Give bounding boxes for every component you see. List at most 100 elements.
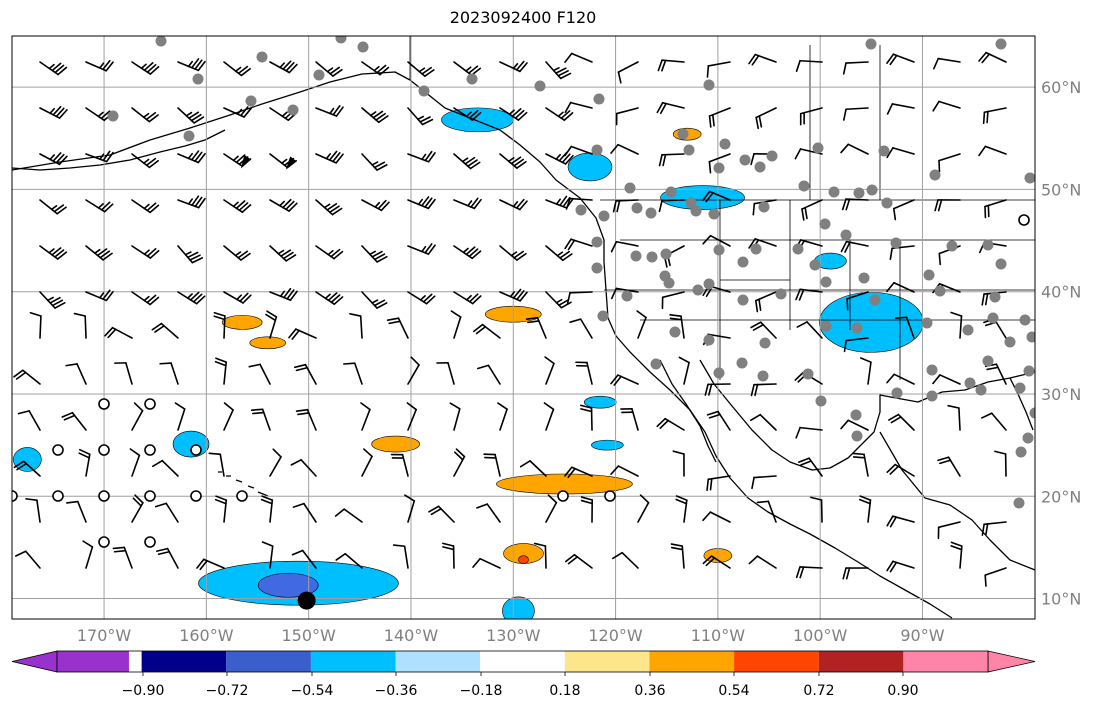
calm-circle bbox=[190, 444, 202, 456]
wind-barb bbox=[361, 448, 373, 477]
wind-barb bbox=[750, 383, 777, 397]
wind-barb bbox=[442, 542, 455, 569]
calm-circle bbox=[98, 536, 110, 548]
wind-barb bbox=[795, 59, 823, 72]
wind-barb bbox=[748, 53, 777, 66]
wind-barb bbox=[66, 500, 87, 523]
wind-barb bbox=[499, 153, 527, 169]
observation-dot bbox=[575, 204, 587, 216]
observation-dot bbox=[287, 104, 299, 116]
wind-barb bbox=[407, 291, 436, 305]
wind-barb bbox=[453, 107, 482, 121]
wind-barb bbox=[406, 402, 417, 431]
wind-barb bbox=[39, 105, 68, 119]
wind-barb bbox=[795, 426, 823, 439]
wind-barb bbox=[938, 153, 961, 173]
observation-dot bbox=[713, 244, 725, 256]
wind-barb bbox=[994, 450, 1007, 477]
contour-fill-region bbox=[371, 435, 420, 453]
observation-dot bbox=[815, 395, 827, 407]
wind-barb bbox=[937, 456, 961, 477]
wind-barb bbox=[261, 541, 274, 569]
wind-barb bbox=[223, 245, 251, 261]
colorbar-label: −0.90 bbox=[122, 683, 165, 699]
wind-barb bbox=[13, 369, 41, 385]
wind-barb bbox=[177, 58, 206, 72]
florida-coast bbox=[1009, 377, 1034, 431]
colorbar-label: 0.72 bbox=[803, 683, 834, 699]
observation-dot bbox=[869, 294, 881, 306]
wind-barb bbox=[842, 61, 869, 75]
colorbar-segment bbox=[310, 651, 396, 672]
wind-barb bbox=[223, 402, 234, 431]
wind-barb bbox=[886, 103, 915, 115]
observation-dot bbox=[926, 390, 938, 402]
observation-dot bbox=[591, 262, 603, 274]
map-markers bbox=[297, 591, 316, 610]
calm-circle bbox=[98, 398, 110, 410]
wind-barb bbox=[580, 404, 593, 431]
wind-barb bbox=[612, 199, 639, 213]
wind-barb bbox=[223, 291, 252, 304]
calm-wind-circles bbox=[12, 214, 1030, 548]
observation-dot bbox=[739, 154, 751, 166]
lon-tick-label: 150°W bbox=[281, 626, 336, 645]
colorbar-label: −0.18 bbox=[460, 683, 503, 699]
wind-barb bbox=[843, 107, 869, 121]
wind-barb bbox=[670, 543, 685, 569]
observation-dot bbox=[982, 239, 994, 251]
wind-barb bbox=[131, 199, 160, 214]
wind-barb bbox=[795, 566, 823, 579]
calm-circle bbox=[236, 490, 248, 502]
contour-fill-region bbox=[567, 152, 613, 182]
lat-tick-label: 10°N bbox=[1041, 590, 1081, 609]
wind-barb bbox=[85, 59, 114, 72]
wind-barb bbox=[151, 322, 179, 339]
lat-tick-label: 60°N bbox=[1041, 78, 1081, 97]
lon-tick-label: 140°W bbox=[384, 626, 439, 645]
wind-barb bbox=[984, 567, 1007, 587]
observation-dot bbox=[737, 256, 749, 268]
colorbar-segment bbox=[564, 651, 650, 672]
observation-dot bbox=[964, 377, 976, 389]
wind-barb bbox=[131, 153, 159, 169]
lat-tick-label: 20°N bbox=[1041, 487, 1081, 506]
wind-barb bbox=[349, 313, 363, 339]
wind-barb bbox=[428, 505, 455, 523]
wind-barb bbox=[361, 61, 390, 76]
wind-barb bbox=[799, 107, 823, 126]
wind-barb bbox=[269, 60, 298, 74]
wind-barbs bbox=[13, 51, 1007, 587]
wind-barb bbox=[269, 153, 297, 170]
wind-barb bbox=[265, 310, 278, 339]
lat-tick-label: 40°N bbox=[1041, 283, 1081, 302]
wind-barb bbox=[841, 198, 869, 211]
observation-dot bbox=[683, 144, 695, 156]
wind-barb bbox=[476, 503, 501, 523]
observation-dot bbox=[1029, 407, 1035, 419]
wind-barb bbox=[269, 245, 297, 262]
observation-dot bbox=[256, 51, 268, 63]
colorbar-segment bbox=[818, 651, 904, 672]
observation-dot bbox=[853, 187, 865, 199]
wind-barb bbox=[637, 494, 650, 523]
calm-circle bbox=[144, 536, 156, 548]
observation-dot bbox=[858, 272, 870, 284]
observation-dot bbox=[750, 243, 762, 255]
observation-dot bbox=[792, 243, 804, 255]
colorbar-segment bbox=[649, 651, 735, 672]
observation-dot bbox=[313, 69, 325, 81]
wind-barb bbox=[214, 495, 228, 523]
observation-dot bbox=[759, 337, 771, 349]
wind-barb bbox=[392, 544, 409, 569]
wind-barb bbox=[223, 199, 252, 213]
wind-barb bbox=[706, 410, 731, 431]
wind-barb bbox=[14, 550, 41, 569]
gridlines bbox=[12, 36, 1035, 619]
wind-barb bbox=[499, 245, 527, 261]
wind-barb bbox=[754, 291, 777, 313]
observation-dot bbox=[891, 387, 903, 399]
contour-fill-region bbox=[518, 555, 529, 564]
observation-dot bbox=[820, 276, 832, 288]
